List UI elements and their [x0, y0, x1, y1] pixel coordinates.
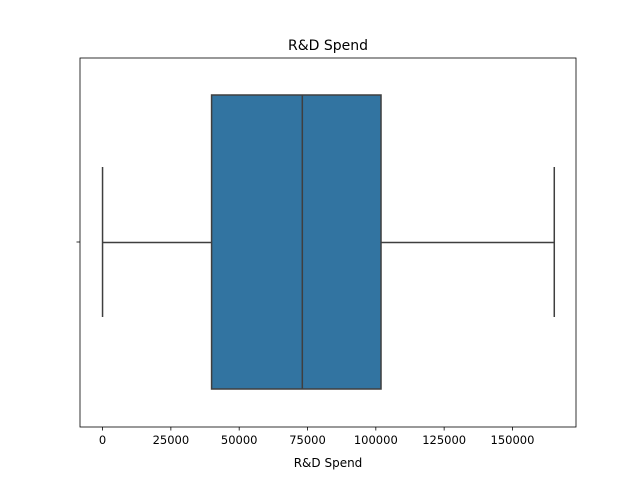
x-axis-title: R&D Spend [294, 456, 363, 470]
plot-area [101, 94, 556, 390]
plot-frame [79, 57, 577, 428]
x-tick-label: 125000 [422, 433, 466, 447]
chart-title: R&D Spend [288, 38, 368, 54]
x-tick-label: 50000 [221, 433, 258, 447]
x-tick-label: 75000 [289, 433, 326, 447]
x-tick-label: 25000 [153, 433, 190, 447]
x-tick-label: 0 [99, 433, 106, 447]
interquartile-box [210, 94, 382, 390]
x-axis-ticks: 0 25000 50000 75000 100000 125000 150000 [99, 427, 535, 447]
x-tick-label: 100000 [354, 433, 398, 447]
x-tick-label: 150000 [491, 433, 535, 447]
